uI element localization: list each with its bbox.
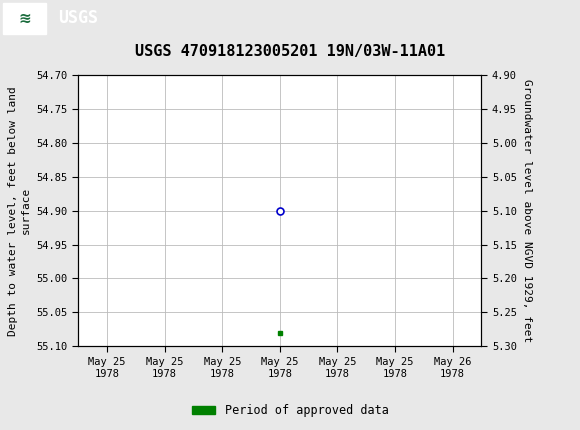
Text: USGS 470918123005201 19N/03W-11A01: USGS 470918123005201 19N/03W-11A01 — [135, 44, 445, 59]
Text: USGS: USGS — [58, 9, 98, 27]
FancyBboxPatch shape — [3, 3, 46, 34]
Legend: Period of approved data: Period of approved data — [187, 399, 393, 422]
Y-axis label: Depth to water level, feet below land
surface: Depth to water level, feet below land su… — [8, 86, 31, 335]
Text: ≋: ≋ — [19, 11, 31, 26]
Y-axis label: Groundwater level above NGVD 1929, feet: Groundwater level above NGVD 1929, feet — [523, 79, 532, 342]
